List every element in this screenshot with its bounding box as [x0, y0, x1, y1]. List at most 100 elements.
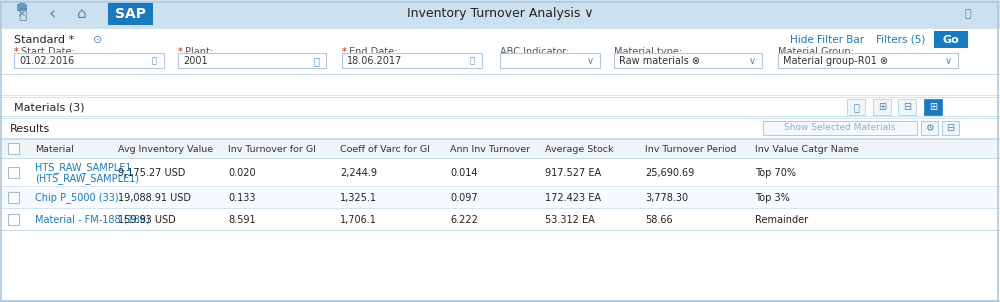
Bar [0, 187, 1000, 209]
Text: Raw materials ⊗: Raw materials ⊗ [619, 56, 700, 66]
Text: *: * [14, 47, 19, 57]
Text: 📅: 📅 [152, 56, 156, 66]
Bar [873, 99, 891, 115]
Bar [8, 167, 19, 178]
Text: 0.133: 0.133 [228, 193, 256, 203]
Bar [0, 300, 1000, 302]
Text: Materials (3): Materials (3) [14, 102, 84, 112]
Text: Inv Turnover Period: Inv Turnover Period [645, 144, 736, 153]
Text: 📅: 📅 [470, 56, 475, 66]
Text: Ann Inv Turnover: Ann Inv Turnover [450, 144, 530, 153]
Text: 58.66: 58.66 [645, 215, 673, 225]
Text: 9,175.27 USD: 9,175.27 USD [118, 168, 185, 178]
Text: *: * [178, 47, 183, 57]
Text: Material - FM-188 (188): Material - FM-188 (188) [35, 215, 150, 225]
Text: 18.06.2017: 18.06.2017 [347, 56, 402, 66]
Text: 8.591: 8.591 [228, 215, 256, 225]
Text: *: * [342, 47, 347, 57]
Bar [0, 208, 1000, 209]
Bar [0, 97, 1000, 117]
Bar [921, 121, 938, 135]
Text: ∨: ∨ [748, 56, 756, 66]
Text: 1,325.1: 1,325.1 [340, 193, 377, 203]
Text: Inv Value Catgr Name: Inv Value Catgr Name [755, 144, 859, 153]
Text: Results: Results [10, 124, 50, 134]
Bar [0, 158, 1000, 159]
Text: ⊟: ⊟ [946, 123, 954, 133]
Bar [0, 139, 1000, 159]
Text: HTS_RAW_SAMPLE1: HTS_RAW_SAMPLE1 [35, 162, 132, 173]
Bar [0, 74, 1000, 94]
Bar [0, 230, 1000, 231]
Bar [178, 53, 326, 68]
Text: ‹: ‹ [48, 5, 56, 23]
Text: ⧉: ⧉ [853, 102, 859, 112]
Text: ⊞: ⊞ [929, 102, 937, 112]
Text: 2001: 2001 [183, 56, 208, 66]
Text: (HTS_RAW_SAMPLE1): (HTS_RAW_SAMPLE1) [35, 174, 139, 185]
Bar [500, 53, 600, 68]
Text: ✕: ✕ [18, 9, 26, 19]
Bar [0, 231, 1000, 302]
Text: 1,706.1: 1,706.1 [340, 215, 377, 225]
Text: ∨: ∨ [944, 56, 952, 66]
Bar [0, 138, 1000, 139]
Bar [847, 99, 865, 115]
Text: End Date:: End Date: [349, 47, 397, 57]
Text: SAP: SAP [114, 7, 146, 21]
Bar [614, 53, 762, 68]
Text: 6.222: 6.222 [450, 215, 478, 225]
Bar [0, 116, 1000, 117]
Text: Remainder: Remainder [755, 215, 808, 225]
Bar [342, 53, 482, 68]
Text: 2,244.9: 2,244.9 [340, 168, 377, 178]
Bar [19, 2, 25, 8]
Text: 917.527 EA: 917.527 EA [545, 168, 601, 178]
Bar [0, 186, 1000, 187]
Text: ⚙: ⚙ [925, 123, 933, 133]
Text: 53.312 EA: 53.312 EA [545, 215, 595, 225]
Bar [14, 53, 164, 68]
Text: ABC Indicator:: ABC Indicator: [500, 47, 569, 57]
Text: Show Selected Materials: Show Selected Materials [784, 124, 896, 133]
Text: Inventory Turnover Analysis ∨: Inventory Turnover Analysis ∨ [407, 8, 593, 21]
Bar [0, 0, 1000, 28]
Bar [0, 139, 1000, 140]
Bar [8, 214, 19, 225]
Text: Material group-R01 ⊗: Material group-R01 ⊗ [783, 56, 888, 66]
Text: 159.93 USD: 159.93 USD [118, 215, 176, 225]
Text: Plant:: Plant: [185, 47, 213, 57]
Text: 🔍: 🔍 [965, 9, 971, 19]
Bar [17, 4, 27, 11]
Text: 01.02.2016: 01.02.2016 [19, 56, 74, 66]
Text: Chip P_5000 (33): Chip P_5000 (33) [35, 193, 119, 204]
Bar [0, 159, 1000, 187]
Text: Material type:: Material type: [614, 47, 682, 57]
Text: ⧉: ⧉ [313, 56, 319, 66]
Bar [0, 97, 1000, 98]
Bar [8, 192, 19, 203]
Bar [0, 74, 1000, 75]
Text: 0.014: 0.014 [450, 168, 478, 178]
Text: ⛹: ⛹ [18, 7, 26, 21]
Text: Standard *: Standard * [14, 35, 74, 45]
Text: 0.097: 0.097 [450, 193, 478, 203]
Text: Avg Inventory Value: Avg Inventory Value [118, 144, 213, 153]
Text: ⊙: ⊙ [93, 35, 102, 45]
Bar [0, 118, 1000, 119]
Bar [942, 121, 959, 135]
Text: Top 3%: Top 3% [755, 193, 790, 203]
Text: Filters (5): Filters (5) [876, 35, 925, 45]
Bar [0, 118, 1000, 139]
Bar [0, 209, 1000, 231]
Bar [898, 99, 916, 115]
Text: 25,690.69: 25,690.69 [645, 168, 694, 178]
Text: Coeff of Varc for GI: Coeff of Varc for GI [340, 144, 430, 153]
Text: Average Stock: Average Stock [545, 144, 614, 153]
Text: 172.423 EA: 172.423 EA [545, 193, 601, 203]
Text: Go: Go [943, 35, 959, 45]
Bar [0, 28, 1000, 74]
Text: Hide Filter Bar: Hide Filter Bar [790, 35, 864, 45]
Text: ⌂: ⌂ [77, 7, 87, 21]
Text: Material Group:: Material Group: [778, 47, 854, 57]
